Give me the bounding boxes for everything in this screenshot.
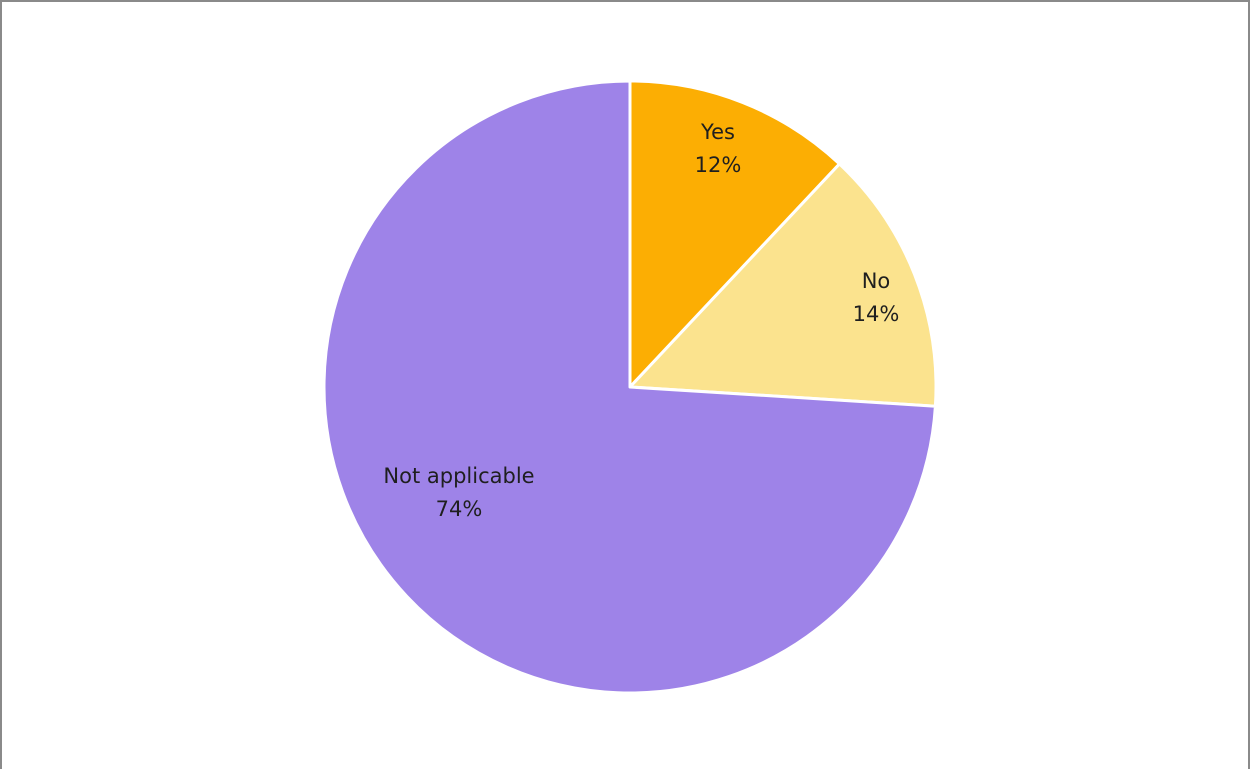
- slice-percent-label-yes: 12%: [695, 153, 742, 177]
- slice-percent-label-not-applicable: 74%: [436, 497, 483, 521]
- pie-slice-yes: [628, 79, 841, 389]
- slice-category-label-not-applicable: Not applicable: [383, 464, 534, 488]
- slice-category-label-yes: Yes: [700, 120, 735, 144]
- pie-slice-no: [628, 162, 938, 408]
- slice-category-label-no: No: [862, 269, 891, 293]
- slice-percent-label-no: 14%: [853, 302, 900, 326]
- pie-slice-not-applicable: [322, 79, 937, 695]
